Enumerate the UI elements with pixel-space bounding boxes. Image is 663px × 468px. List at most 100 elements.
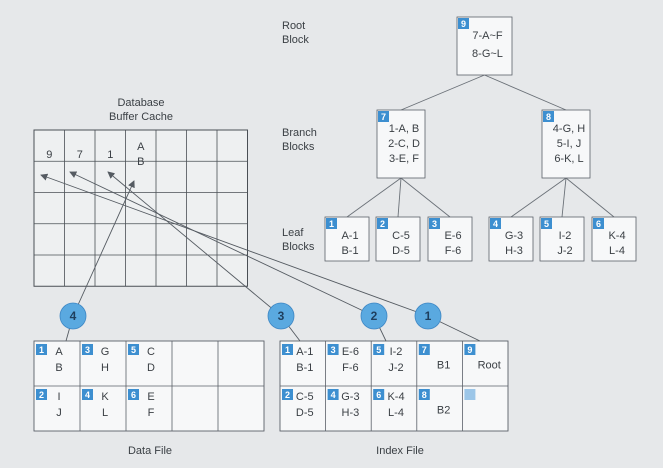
block-entry: D-5 (392, 245, 410, 257)
file-block-badge (82, 389, 93, 400)
block-number-badge (490, 218, 501, 229)
file-block-number: 6 (376, 390, 381, 400)
file-block-text: G (101, 346, 110, 358)
block-number-badge (543, 111, 554, 122)
data-file-label: Data File (127, 445, 173, 457)
file-block-text: B-1 (296, 362, 313, 374)
block-entry: G-3 (505, 230, 523, 242)
file-block-number: 4 (331, 390, 336, 400)
block-entry: J-2 (557, 245, 572, 257)
tree-connector (346, 177, 402, 218)
file-block-badge (128, 344, 139, 355)
file-block-number: 5 (131, 345, 136, 355)
file-block-text: D-5 (296, 407, 314, 419)
step-circle (414, 302, 442, 330)
file-block-badge (128, 389, 139, 400)
block-entry: 7-A~F (472, 30, 503, 42)
file-block-text: A-1 (296, 346, 313, 358)
tree-connector (510, 177, 567, 218)
tree-connector (561, 177, 567, 218)
tree-connector (565, 177, 615, 218)
read-path-arrow (40, 173, 429, 317)
block-entry: 6-K, L (554, 153, 583, 165)
file-block-text: B (55, 362, 62, 374)
file-block-number: 2 (285, 390, 290, 400)
block-entry: 2-C, D (388, 138, 420, 150)
block-entry: E-6 (444, 230, 461, 242)
buffer-cell-value: B (137, 156, 144, 168)
file-block-text: L (102, 407, 108, 419)
block-number: 4 (493, 219, 498, 229)
file-block-number: 1 (39, 345, 44, 355)
file-block-text: H-3 (342, 407, 360, 419)
file-block-badge (36, 389, 47, 400)
step-number: 3 (278, 309, 285, 323)
file-block-text: L-4 (388, 407, 404, 419)
step-circle (360, 302, 388, 330)
block-number: 7 (381, 112, 386, 122)
step-number: 4 (70, 309, 77, 323)
block-entry: 4-G, H (553, 123, 585, 135)
file-block-badge (373, 344, 385, 355)
file-block-badge (82, 344, 93, 355)
file-block-text: H (101, 362, 109, 374)
block-number-badge (593, 218, 604, 229)
file-block-number: 2 (39, 390, 44, 400)
file-block-number: 9 (467, 345, 472, 355)
step-number: 1 (425, 309, 432, 323)
file-block-number: 3 (85, 345, 90, 355)
file-block-text: K-4 (387, 391, 404, 403)
file-block-number: 5 (376, 345, 381, 355)
block-entry: I-2 (559, 230, 572, 242)
tree-connector (400, 74, 485, 111)
file-block-text: J-2 (388, 362, 403, 374)
block-number-badge (326, 218, 337, 229)
buffer-cell-value: 9 (46, 149, 52, 161)
block-entry: 5-I, J (557, 138, 581, 150)
file-block-text: C (147, 346, 155, 358)
file-block-number: 1 (285, 345, 290, 355)
read-path-arrow (72, 180, 135, 317)
file-block-text: F (148, 407, 155, 419)
block-number-badge (429, 218, 440, 229)
file-block-number: 8 (422, 390, 427, 400)
block-number-badge (378, 111, 389, 122)
tree-connector (397, 177, 402, 218)
branch-level-label: Branch Blocks (282, 127, 317, 153)
block-number: 1 (329, 219, 334, 229)
buffer-cell-value: A (137, 141, 145, 153)
block-entry: L-4 (609, 245, 625, 257)
file-block-badge (36, 344, 47, 355)
block-number: 5 (544, 219, 549, 229)
file-block-badge (373, 389, 385, 400)
file-block-badge (327, 344, 339, 355)
buffer-cache-grid (33, 129, 248, 287)
file-block-text: A (55, 346, 63, 358)
leaf-level-label: Leaf Blocks (282, 227, 315, 253)
step-number: 2 (371, 309, 378, 323)
block-entry: 8-G~L (472, 48, 503, 60)
file-block-badge (418, 344, 430, 355)
block-number: 6 (596, 219, 601, 229)
file-block-text: G-3 (341, 391, 359, 403)
file-block-badge (327, 389, 339, 400)
block-entry: A-1 (341, 230, 358, 242)
read-path-arrow (107, 171, 282, 317)
file-block-badge (464, 389, 476, 400)
file-block-text: K (101, 391, 109, 403)
file-block-number: 7 (422, 345, 427, 355)
file-block-number: 3 (331, 345, 336, 355)
file-block-badge (282, 344, 293, 355)
buffer-cell-value: 7 (77, 149, 83, 161)
block-number: 9 (461, 19, 466, 29)
tree-connector (400, 177, 451, 218)
block-entry: B-1 (341, 245, 358, 257)
block-number: 3 (432, 219, 437, 229)
block-entry: 1-A, B (389, 123, 420, 135)
file-block-text: B2 (437, 405, 450, 417)
file-block-text: F-6 (342, 362, 359, 374)
file-block-badge (282, 389, 293, 400)
file-block-text: I (57, 391, 60, 403)
file-block-text: B1 (437, 360, 450, 372)
